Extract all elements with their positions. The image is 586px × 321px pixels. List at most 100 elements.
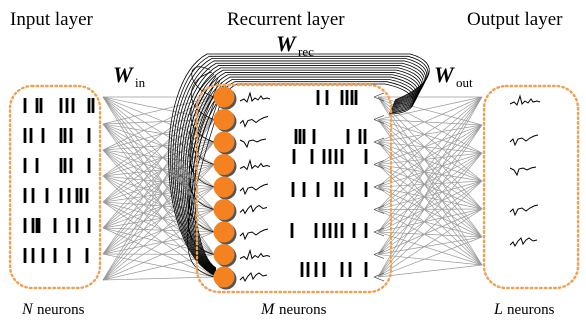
recurrent-trace <box>239 248 271 261</box>
recurrent-feedback-arc <box>191 66 215 98</box>
recurrent-outgoing-stub <box>373 115 385 124</box>
output-trace <box>509 94 541 106</box>
output-connection <box>377 152 483 278</box>
recurrent-trace <box>239 138 267 149</box>
recurrent-outgoing-stub <box>373 272 385 282</box>
input-count-label: N neurons <box>21 301 85 318</box>
input-connection <box>102 96 215 177</box>
input-connection <box>102 123 215 210</box>
output-connection <box>377 124 483 143</box>
input-layer-box <box>8 84 102 290</box>
output-connection <box>377 236 483 278</box>
weight-out-label: W out <box>434 62 473 90</box>
output-connection <box>377 208 483 210</box>
input-connection <box>102 149 215 210</box>
input-connection <box>102 253 215 278</box>
recurrent-trace <box>239 183 269 196</box>
input-count-unit: neurons <box>37 302 85 318</box>
output-connection <box>377 119 483 126</box>
neuron <box>213 221 235 243</box>
input-spike-trains <box>23 98 95 263</box>
output-count-label: L neurons <box>493 301 555 318</box>
input-connection <box>102 119 215 229</box>
weight-in-subscript: in <box>135 75 146 90</box>
output-connection <box>377 152 483 255</box>
output-connection <box>377 208 483 278</box>
input-connection <box>102 164 215 281</box>
input-connection <box>102 201 215 278</box>
input-connection <box>102 96 215 125</box>
neuron <box>213 154 235 175</box>
recurrent-trace <box>239 272 268 283</box>
input-connection <box>102 201 215 233</box>
output-connection <box>377 124 483 233</box>
recurrent-trace <box>239 158 271 171</box>
input-connection <box>102 96 215 229</box>
input-connection <box>102 227 215 278</box>
input-connection <box>102 96 215 143</box>
input-connection <box>102 149 215 188</box>
weight-in-symbol: W <box>113 62 134 87</box>
output-connection <box>377 152 483 210</box>
weight-in-label: W in <box>113 62 146 90</box>
neuron <box>213 244 235 265</box>
recurrent-feedback-arc <box>190 71 215 120</box>
recurrent-neurons <box>213 86 237 290</box>
recurrent-trace <box>239 91 271 103</box>
output-connection <box>377 141 483 182</box>
input-connection <box>102 96 215 210</box>
recurrent-outgoing-stub <box>373 182 385 192</box>
recurrent-outgoing-stub <box>373 205 385 214</box>
output-connection <box>377 119 483 154</box>
input-layer-title: Input layer <box>10 9 94 30</box>
output-count-symbol: L <box>493 301 503 318</box>
recurrent-feedback-arc <box>190 73 215 143</box>
recurrent-outgoing-stub <box>373 227 385 237</box>
output-connection <box>377 96 483 210</box>
output-connection <box>377 124 483 255</box>
recurrent-count-symbol: M <box>260 301 276 318</box>
recurrent-spike-trains <box>290 90 368 277</box>
input-connection <box>102 96 215 203</box>
input-connection <box>102 175 215 210</box>
input-connection <box>102 96 215 120</box>
input-connection <box>102 186 215 281</box>
recurrent-layer-box <box>195 83 393 294</box>
output-connection <box>377 180 483 278</box>
output-connection <box>377 96 483 120</box>
output-trace <box>509 204 539 217</box>
neuron <box>213 109 235 130</box>
recurrent-count-unit: neurons <box>279 302 327 318</box>
output-connection <box>377 96 483 233</box>
recurrent-trace <box>239 116 269 128</box>
output-membrane-traces <box>509 94 541 248</box>
input-connection <box>102 186 215 229</box>
output-connection <box>377 164 483 182</box>
neuron <box>213 199 235 220</box>
output-connection <box>377 124 483 165</box>
output-connection <box>377 264 483 278</box>
output-connections <box>377 96 483 278</box>
output-connection <box>377 124 483 210</box>
output-trace <box>509 134 539 147</box>
output-connection <box>377 96 483 188</box>
recurrent-outgoing-stub <box>373 92 385 102</box>
output-connection <box>377 141 483 154</box>
input-connection <box>102 141 215 281</box>
output-connection <box>377 96 483 143</box>
input-connection <box>102 276 215 281</box>
input-connection <box>102 149 215 233</box>
output-connection <box>377 180 483 233</box>
input-connection <box>102 209 215 255</box>
output-connection <box>377 96 483 278</box>
recurrent-feedback-arc <box>188 81 223 233</box>
input-connection <box>102 96 215 255</box>
output-connection <box>377 96 483 165</box>
recurrent-outgoing-stub <box>373 137 385 147</box>
input-connection <box>102 119 215 281</box>
output-trace <box>509 166 537 177</box>
output-connection <box>377 180 483 188</box>
output-connection <box>377 152 483 188</box>
input-connection <box>102 119 215 203</box>
